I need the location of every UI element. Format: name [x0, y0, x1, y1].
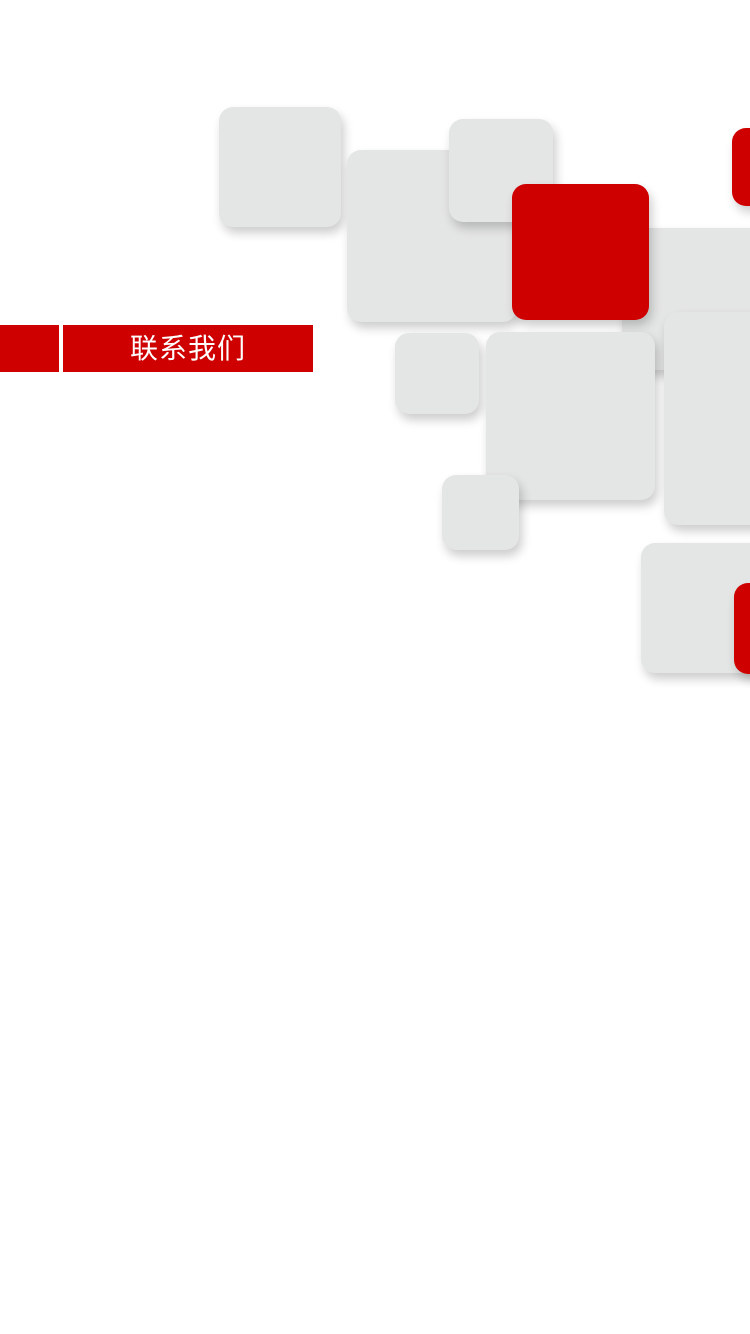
title-accent-block [0, 325, 59, 372]
decorative-tile [395, 333, 479, 414]
decorative-tile-red [734, 583, 750, 674]
decorative-tile [442, 475, 519, 550]
decorative-tile [486, 332, 655, 500]
section-title-bar: 联系我们 [0, 325, 313, 372]
title-label-box: 联系我们 [63, 325, 313, 372]
decorative-tile-red [732, 128, 750, 206]
decorative-tile [219, 107, 341, 227]
decorative-tile [664, 312, 750, 525]
section-title: 联系我们 [129, 331, 246, 365]
decorative-tile-red [512, 184, 649, 320]
decorative-tile [641, 543, 750, 673]
